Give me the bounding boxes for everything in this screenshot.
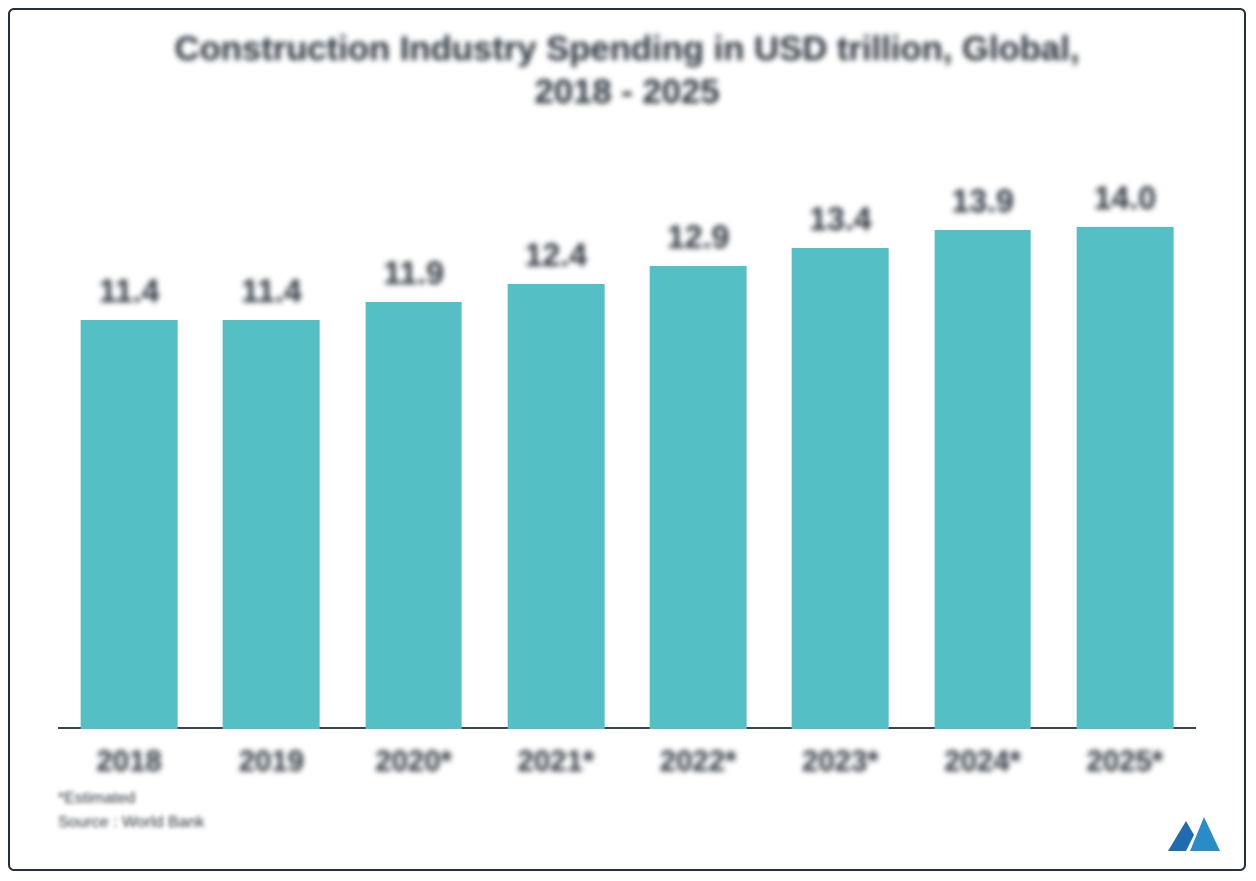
bar-value-label: 11.9 bbox=[383, 255, 444, 292]
x-axis-label: 2018 bbox=[97, 745, 162, 779]
bar-value-label: 13.4 bbox=[809, 201, 871, 238]
bar-slot: 13.92024* bbox=[912, 155, 1054, 729]
bar-slot: 13.42023* bbox=[769, 155, 911, 729]
brand-logo-icon bbox=[1164, 811, 1224, 855]
bar-value-label: 12.4 bbox=[525, 237, 587, 274]
x-axis-label: 2022* bbox=[660, 745, 737, 779]
bar-value-label: 11.4 bbox=[99, 273, 160, 310]
bar: 11.4 bbox=[81, 320, 178, 729]
x-axis-label: 2019 bbox=[239, 745, 304, 779]
chart-footnotes: *Estimated Source : World Bank bbox=[58, 787, 204, 835]
chart-title: Construction Industry Spending in USD tr… bbox=[10, 28, 1244, 115]
bar-value-label: 14.0 bbox=[1094, 180, 1156, 217]
bar-value-label: 12.9 bbox=[667, 219, 729, 256]
bar-slot: 14.02025* bbox=[1054, 155, 1196, 729]
x-axis-label: 2024* bbox=[944, 745, 1021, 779]
bar-value-label: 13.9 bbox=[951, 183, 1013, 220]
bar: 12.9 bbox=[650, 266, 747, 729]
footnote-estimated: *Estimated bbox=[58, 787, 204, 811]
x-axis-label: 2025* bbox=[1087, 745, 1164, 779]
bar: 13.9 bbox=[934, 230, 1031, 729]
bar-slot: 11.42018 bbox=[58, 155, 200, 729]
bar-slot: 12.42021* bbox=[485, 155, 627, 729]
x-axis-label: 2021* bbox=[518, 745, 595, 779]
bar: 11.4 bbox=[223, 320, 320, 729]
bar: 12.4 bbox=[508, 284, 605, 729]
chart-card: Construction Industry Spending in USD tr… bbox=[8, 8, 1246, 871]
x-axis-label: 2023* bbox=[802, 745, 879, 779]
chart-title-line-2: 2018 - 2025 bbox=[535, 73, 720, 111]
bar: 11.9 bbox=[365, 302, 462, 729]
bar-value-label: 11.4 bbox=[241, 273, 302, 310]
chart-title-line-1: Construction Industry Spending in USD tr… bbox=[175, 30, 1080, 68]
bar-slot: 11.92020* bbox=[343, 155, 485, 729]
bar-slot: 12.92022* bbox=[627, 155, 769, 729]
footnote-source: Source : World Bank bbox=[58, 811, 204, 835]
x-axis-label: 2020* bbox=[375, 745, 452, 779]
bar: 14.0 bbox=[1077, 227, 1174, 729]
bar-slot: 11.42019 bbox=[200, 155, 342, 729]
bar: 13.4 bbox=[792, 248, 889, 729]
plot-area: 11.4201811.4201911.92020*12.42021*12.920… bbox=[58, 155, 1196, 729]
